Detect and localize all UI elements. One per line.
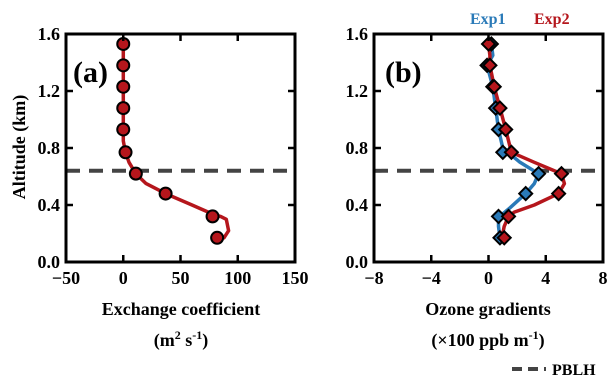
panel-b-exp1-marker bbox=[530, 165, 547, 182]
panel-b-y-tick-label: 0.4 bbox=[346, 195, 369, 215]
panel-b-exp2-marker bbox=[553, 165, 570, 182]
panel-b-x-axis-label: Ozone gradients bbox=[425, 299, 551, 319]
units-a-mid: s bbox=[181, 330, 193, 350]
panel-a-x-tick-label: 100 bbox=[224, 268, 251, 288]
panel-b-y-tick-label: 0.8 bbox=[346, 138, 369, 158]
legend-exp1: Exp1 bbox=[470, 11, 506, 28]
panel-b-exp2-marker bbox=[482, 57, 498, 74]
panel-a-x-axis-units: (m2 s-1) bbox=[154, 328, 209, 351]
panel-b-y-tick-label: 0.0 bbox=[346, 252, 369, 272]
panel-b-exp1-line bbox=[485, 42, 541, 240]
panel-b-label: (b) bbox=[385, 56, 422, 89]
panel-b-exp2-marker bbox=[550, 185, 567, 202]
panel-b-exp1-marker bbox=[517, 185, 534, 202]
panel-a-x-axis-label: Exchange coefficient bbox=[102, 299, 260, 319]
panel-a-y-tick-label: 1.2 bbox=[38, 81, 61, 101]
panel-a-series0-marker bbox=[158, 186, 173, 201]
units-a-base: (m bbox=[154, 330, 175, 351]
panel-a-y-tick-label: 0.0 bbox=[38, 252, 61, 272]
panel-b-exp2-marker bbox=[480, 36, 497, 52]
panel-a-plot-area: −50 0 50 100 150 0.0 0.4 0.8 1.2 1.6 bbox=[38, 24, 309, 288]
panel-b-exp2-marker bbox=[486, 78, 503, 95]
panel-a-label: (a) bbox=[73, 56, 108, 89]
panel-b-exp2-marker bbox=[503, 144, 520, 161]
panel-b-y-tick-label: 1.2 bbox=[346, 81, 369, 101]
panel-b-x-tick-label: −8 bbox=[364, 268, 383, 288]
panel-b-x-tick-label: 4 bbox=[541, 268, 550, 288]
panel-a-series0-marker bbox=[116, 101, 131, 116]
legend-exp2: Exp2 bbox=[534, 11, 570, 28]
panel-a-x-tick-label: −50 bbox=[52, 268, 80, 288]
panel-b-x-axis-units: (×100 ppb m-1) bbox=[431, 328, 544, 351]
panel-a-series0-marker bbox=[205, 209, 220, 224]
panel-b-x-tick-label: 0 bbox=[484, 268, 493, 288]
panel-b-x-tick-label: −4 bbox=[422, 268, 441, 288]
units-a-exp2: -1 bbox=[192, 328, 202, 342]
y-axis-label: Altitude (km) bbox=[9, 95, 30, 200]
panel-a-series0-marker bbox=[210, 230, 225, 245]
panel-b: (b) −8 −4 0 4 8 0.0 0.4 0.8 1.2 1.6 Ozone gradien… bbox=[346, 24, 608, 351]
units-b-base: (×100 ppb m bbox=[431, 330, 528, 351]
panel-a-x-tick-label: 0 bbox=[119, 268, 128, 288]
panel-a-y-tick-label: 1.6 bbox=[38, 24, 61, 44]
panel-a-series0-marker bbox=[116, 58, 131, 73]
panel-b-plot-area: −8 −4 0 4 8 0.0 0.4 0.8 1.2 1.6 bbox=[346, 24, 608, 288]
panel-a-series0-marker bbox=[128, 166, 143, 181]
units-b-exp: -1 bbox=[529, 328, 539, 342]
panel-a-x-tick-label: 150 bbox=[282, 268, 309, 288]
panel-b-x-tick-label: 8 bbox=[599, 268, 608, 288]
units-a-exp1: 2 bbox=[175, 328, 181, 342]
panel-a: (a) −50 0 50 100 150 0.0 0.4 0.8 1.2 1.6 Exchange… bbox=[38, 24, 309, 351]
panel-b-y-tick-label: 1.6 bbox=[346, 24, 369, 44]
panel-b-exp2-marker bbox=[496, 229, 513, 246]
panel-a-series0-marker bbox=[118, 145, 133, 160]
units-a-end: ) bbox=[202, 330, 208, 351]
panel-a-series0-line bbox=[121, 42, 231, 240]
panel-a-series0-marker bbox=[116, 122, 131, 137]
panel-a-y-tick-label: 0.8 bbox=[38, 138, 61, 158]
panel-a-series0-marker bbox=[116, 79, 131, 94]
panel-a-y-tick-label: 0.4 bbox=[38, 195, 61, 215]
panel-a-x-tick-label: 50 bbox=[172, 268, 190, 288]
panel-b-exp2-marker bbox=[492, 100, 508, 117]
panel-b-exp2-marker bbox=[500, 208, 517, 225]
legend-pblh: PBLH bbox=[552, 362, 596, 379]
panel-b-exp2-marker bbox=[497, 121, 514, 138]
units-b-end: ) bbox=[539, 330, 545, 351]
